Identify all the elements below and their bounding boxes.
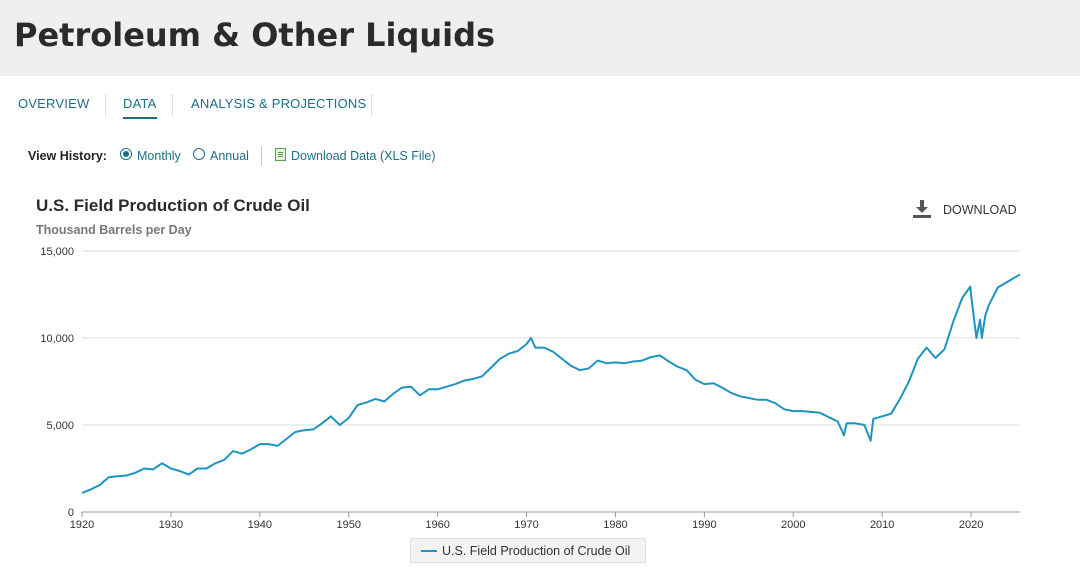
x-tick-label: 2020	[959, 519, 983, 530]
y-tick-label: 5,000	[46, 420, 74, 432]
page-header: Petroleum & Other Liquids	[0, 0, 1080, 76]
chart-download-button[interactable]: DOWNLOAD	[912, 198, 1022, 222]
x-tick-label: 1990	[692, 519, 716, 530]
monthly-radio-label[interactable]: Monthly	[137, 149, 181, 163]
view-history-bar: View History: Monthly Annual Download Da…	[28, 146, 628, 168]
view-history-divider	[261, 146, 262, 166]
annual-radio[interactable]	[193, 148, 205, 160]
x-tick-label: 1920	[70, 519, 94, 530]
page-title: Petroleum & Other Liquids	[14, 16, 496, 54]
series-line	[81, 273, 1021, 494]
y-tick-label: 0	[68, 507, 74, 519]
legend-label: U.S. Field Production of Crude Oil	[442, 544, 631, 558]
xls-file-icon[interactable]	[275, 148, 286, 161]
x-tick-label: 2000	[781, 519, 805, 530]
tab-analysis-projections[interactable]: ANALYSIS & PROJECTIONS	[191, 96, 367, 111]
grid-layer	[82, 250, 1020, 513]
chart-title: U.S. Field Production of Crude Oil	[36, 196, 310, 215]
x-tick-label: 1950	[336, 519, 360, 530]
chart-download-label: DOWNLOAD	[943, 203, 1017, 217]
tab-divider	[105, 94, 106, 116]
tab-overview[interactable]: OVERVIEW	[18, 96, 90, 111]
download-data-xls-link[interactable]: Download Data (XLS File)	[291, 149, 436, 163]
tab-divider	[172, 94, 173, 116]
tab-data[interactable]: DATA	[123, 96, 157, 119]
y-axis: 0 5,000 10,000 15,000	[40, 246, 74, 519]
x-tick-label: 1970	[514, 519, 538, 530]
x-tick-label: 1960	[425, 519, 449, 530]
monthly-radio[interactable]	[120, 148, 132, 160]
x-tick-label: 1930	[159, 519, 183, 530]
x-tick-label: 1980	[603, 519, 627, 530]
chart-y-unit-label: Thousand Barrels per Day	[36, 223, 192, 237]
view-history-label: View History:	[28, 149, 107, 163]
x-tick-label: 2010	[870, 519, 894, 530]
chart-legend[interactable]: U.S. Field Production of Crude Oil	[410, 538, 646, 563]
tab-divider	[371, 94, 372, 116]
x-tick-label: 1940	[248, 519, 272, 530]
legend-swatch	[421, 550, 437, 552]
annual-radio-label[interactable]: Annual	[210, 149, 249, 163]
y-tick-label: 15,000	[40, 246, 74, 258]
y-tick-label: 10,000	[40, 333, 74, 345]
series-layer	[81, 273, 1021, 494]
download-icon	[913, 200, 931, 218]
x-axis: 1920 1930 1940 1950 1960 1970 1980 1990 2000 2010…	[70, 512, 983, 530]
tab-bar: OVERVIEW DATA ANALYSIS & PROJECTIONS	[0, 86, 1080, 122]
